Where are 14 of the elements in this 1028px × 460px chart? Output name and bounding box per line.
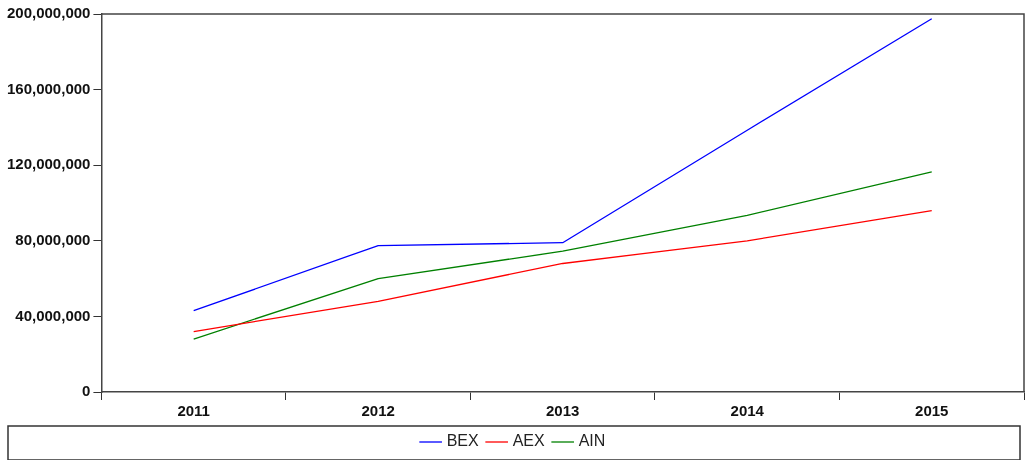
x-tick-label: 2014 [730, 402, 765, 420]
legend-label: AEX [512, 432, 546, 450]
legend-label: AIN [578, 432, 606, 450]
x-tick-label: 2012 [361, 402, 395, 420]
y-tick-label: 0 [82, 382, 91, 400]
x-tick-label: 2015 [915, 402, 949, 420]
y-tick-label: 40,000,000 [15, 306, 91, 324]
y-tick-label: 160,000,000 [6, 79, 91, 97]
y-tick-label: 80,000,000 [15, 230, 91, 248]
y-tick-label: 200,000,000 [6, 4, 91, 22]
y-tick-label: 120,000,000 [6, 155, 91, 173]
x-tick-label: 2013 [546, 402, 580, 420]
legend-label: BEX [446, 432, 479, 450]
x-tick-label: 2011 [177, 402, 210, 420]
